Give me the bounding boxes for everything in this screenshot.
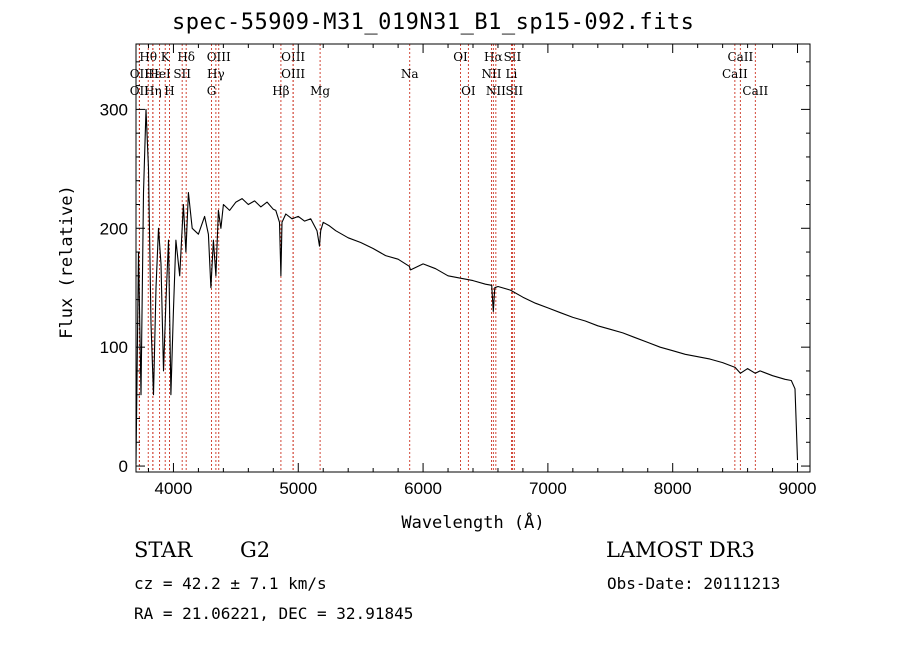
line-label: SII bbox=[505, 84, 523, 98]
x-axis-label: Wavelength (Å) bbox=[401, 511, 544, 533]
x-tick-label: 7000 bbox=[529, 479, 567, 498]
line-label: NII bbox=[486, 84, 506, 98]
line-label: Hθ bbox=[139, 50, 157, 64]
line-label: Hβ bbox=[272, 84, 289, 98]
chart-title: spec-55909-M31_019N31_B1_sp15-092.fits bbox=[172, 10, 695, 35]
x-tick-label: 8000 bbox=[654, 479, 692, 498]
x-tick-label: 5000 bbox=[279, 479, 317, 498]
line-label: SII bbox=[173, 67, 191, 81]
y-tick-label: 200 bbox=[100, 219, 128, 238]
line-label: OIII bbox=[281, 67, 305, 81]
line-label: CaII bbox=[722, 67, 748, 81]
line-label: Na bbox=[401, 67, 419, 81]
line-label: CaII bbox=[742, 84, 768, 98]
line-label: OII bbox=[130, 84, 150, 98]
line-label: OI bbox=[453, 50, 468, 64]
object-subclass: G2 bbox=[240, 538, 271, 562]
object-class: STAR bbox=[134, 538, 193, 562]
y-tick-label: 100 bbox=[100, 338, 128, 357]
plot-frame bbox=[135, 43, 811, 473]
line-label: Mg bbox=[310, 84, 330, 98]
survey-label: LAMOST DR3 bbox=[606, 538, 755, 562]
line-label: K bbox=[161, 50, 171, 64]
obs-date-text: Obs-Date: 20111213 bbox=[607, 574, 781, 593]
line-label: H bbox=[164, 84, 174, 98]
y-axis-label: Flux (relative) bbox=[57, 185, 77, 339]
y-tick-label: 0 bbox=[119, 457, 128, 476]
x-tick-label: 9000 bbox=[779, 479, 817, 498]
line-label: CaII bbox=[727, 50, 753, 64]
line-label: OI bbox=[461, 84, 476, 98]
line-label: Li bbox=[506, 67, 518, 81]
line-label: G bbox=[207, 84, 217, 98]
line-label: NII bbox=[481, 67, 501, 81]
redshift-text: cz = 42.2 ± 7.1 km/s bbox=[134, 574, 327, 593]
line-label: Hα bbox=[484, 50, 503, 64]
spectrum-line bbox=[135, 108, 799, 464]
line-label: HeI bbox=[148, 67, 171, 81]
line-label: OIII bbox=[207, 50, 231, 64]
coordinates-text: RA = 21.06221, DEC = 32.91845 bbox=[134, 604, 414, 623]
line-label: Hγ bbox=[207, 67, 225, 81]
x-tick-label: 6000 bbox=[404, 479, 442, 498]
line-label: Hη bbox=[144, 84, 162, 98]
line-label: Hδ bbox=[177, 50, 195, 64]
line-label: SII bbox=[504, 50, 522, 64]
x-tick-label: 4000 bbox=[155, 479, 193, 498]
y-tick-label: 300 bbox=[100, 100, 128, 119]
